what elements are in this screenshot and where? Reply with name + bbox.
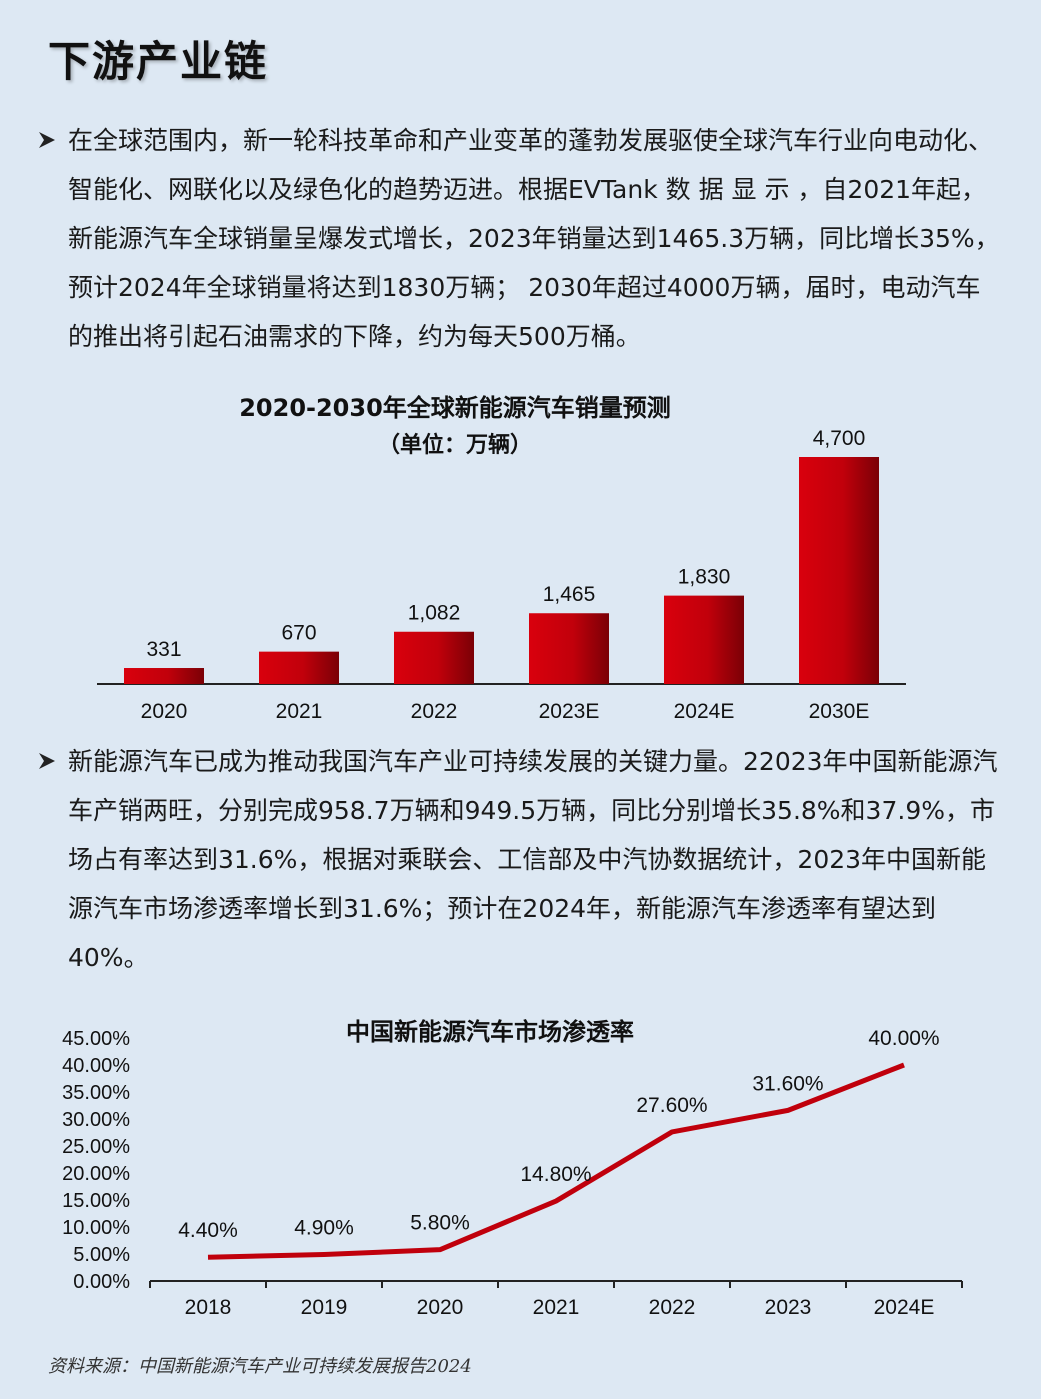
bar-value-label: 670: [281, 622, 316, 645]
line-value-label: 27.60%: [636, 1094, 707, 1117]
line-category-label: 2021: [533, 1296, 580, 1319]
bar: [664, 595, 744, 684]
y-tick-label: 15.00%: [62, 1190, 130, 1212]
paragraph-2-block: 新能源汽车已成为推动我国汽车产业可持续发展的关键力量。22023年中国新能源汽车…: [36, 737, 1001, 982]
bar: [529, 613, 609, 684]
bar-value-label: 1,082: [408, 602, 461, 625]
line-category-label: 2024E: [874, 1296, 935, 1319]
line-value-label: 4.40%: [178, 1219, 238, 1242]
line-category-label: 2023: [765, 1296, 812, 1319]
y-tick-label: 40.00%: [62, 1055, 130, 1077]
bar-value-label: 4,700: [813, 427, 866, 450]
y-tick-label: 45.00%: [62, 1028, 130, 1050]
line-category-label: 2022: [649, 1296, 696, 1319]
line-value-label: 5.80%: [410, 1212, 470, 1235]
page-title: 下游产业链: [48, 37, 269, 86]
y-tick-label: 10.00%: [62, 1217, 130, 1239]
y-tick-label: 20.00%: [62, 1163, 130, 1185]
arrow-bullet-icon: [39, 753, 55, 769]
paragraph-1-block: 在全球范围内，新一轮科技革命和产业变革的蓬勃发展驱使全球汽车行业向电动化、智能化…: [36, 116, 1001, 361]
bar-value-label: 1,465: [543, 583, 596, 606]
bar-category-label: 2030E: [809, 700, 870, 723]
y-tick-label: 35.00%: [62, 1082, 130, 1104]
line-value-label: 40.00%: [868, 1027, 939, 1050]
bar-chart-title-block: 2020-2030年全球新能源汽车销量预测 （单位：万辆）: [150, 388, 760, 459]
bar: [799, 457, 879, 684]
arrow-bullet-icon: [39, 132, 55, 148]
bar-category-label: 2024E: [674, 700, 735, 723]
bar-category-label: 2021: [276, 700, 323, 723]
line-chart: 0.00% 5.00% 10.00% 15.00% 20.00% 25.00% 30.00%…: [62, 1027, 963, 1319]
bar-category-label: 2022: [411, 700, 458, 723]
source-note: 资料来源：中国新能源汽车产业可持续发展报告2024: [48, 1356, 472, 1377]
line-category-label: 2018: [185, 1296, 232, 1319]
bar-category-label: 2020: [141, 700, 188, 723]
line-category-label: 2020: [417, 1296, 464, 1319]
line-value-label: 31.60%: [752, 1072, 823, 1095]
paragraph-2: 新能源汽车已成为推动我国汽车产业可持续发展的关键力量。22023年中国新能源汽车…: [68, 747, 998, 972]
bar: [259, 651, 339, 684]
bar-value-label: 331: [146, 638, 181, 661]
bar: [394, 631, 474, 684]
line-value-label: 14.80%: [520, 1163, 591, 1186]
bar-chart: 331 2020 670 2021 1,082 2022 1,465 2023E 1,830 20…: [97, 427, 906, 723]
y-tick-label: 0.00%: [73, 1271, 130, 1293]
y-tick-label: 25.00%: [62, 1136, 130, 1158]
bar-chart-title: 2020-2030年全球新能源汽车销量预测: [239, 394, 671, 422]
paragraph-1: 在全球范围内，新一轮科技革命和产业变革的蓬勃发展驱使全球汽车行业向电动化、智能化…: [68, 126, 1000, 351]
line-chart-title: 中国新能源汽车市场渗透率: [346, 1018, 634, 1046]
bar-category-label: 2023E: [539, 700, 600, 723]
line-value-label: 4.90%: [294, 1217, 354, 1240]
y-tick-label: 30.00%: [62, 1109, 130, 1131]
bar: [124, 668, 204, 684]
line-series: [207, 1062, 905, 1260]
bar-value-label: 1,830: [678, 566, 731, 589]
line-category-label: 2019: [301, 1296, 348, 1319]
bar-chart-subtitle: （单位：万辆）: [377, 433, 532, 458]
y-tick-label: 5.00%: [73, 1244, 130, 1266]
